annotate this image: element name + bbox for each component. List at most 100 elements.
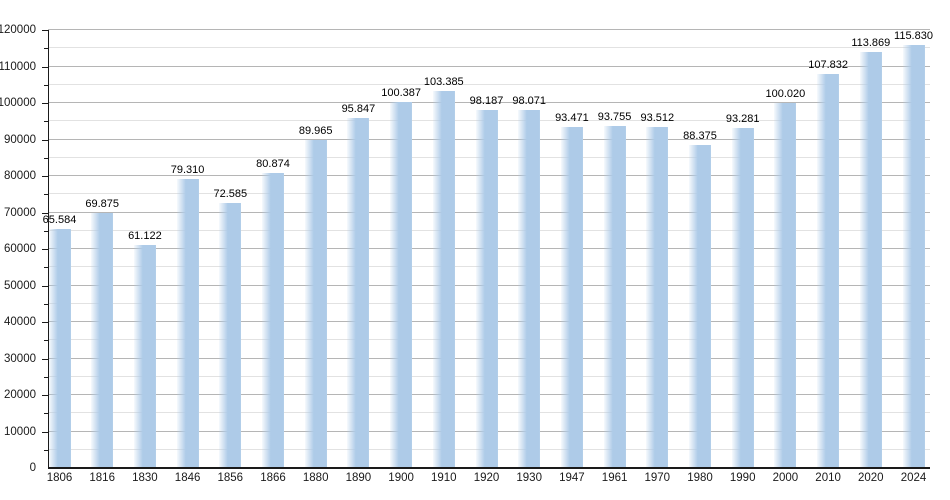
bar xyxy=(347,118,370,468)
x-axis-tick-label: 1866 xyxy=(260,472,286,484)
x-axis-tick-label: 2000 xyxy=(772,472,799,484)
bar-value-label: 100.020 xyxy=(765,87,806,100)
y-tick-major xyxy=(42,322,48,323)
bar xyxy=(475,109,498,468)
x-axis-tick-label: 1961 xyxy=(601,472,628,484)
y-tick-minor xyxy=(44,157,48,159)
bar xyxy=(432,90,455,468)
bar xyxy=(133,244,156,468)
y-gridline-minor xyxy=(48,83,930,85)
x-axis-tick-label: 1880 xyxy=(302,472,329,484)
y-tick-major xyxy=(42,176,48,177)
bar-value-label: 103.385 xyxy=(423,75,464,88)
y-axis-tick-label: 70000 xyxy=(4,206,36,219)
y-tick-major xyxy=(42,285,48,287)
x-axis-tick-label: 1990 xyxy=(729,472,756,484)
bar xyxy=(817,74,840,468)
y-axis-tick-label: 20000 xyxy=(4,389,36,401)
bar xyxy=(646,126,669,468)
y-tick-major xyxy=(42,431,48,433)
bar-value-label: 79.310 xyxy=(170,163,205,176)
bar xyxy=(262,172,284,468)
y-axis-tick-label: 100000 xyxy=(0,97,36,109)
x-axis-line xyxy=(48,467,930,469)
y-tick-minor xyxy=(44,194,48,196)
bar xyxy=(603,125,626,468)
x-axis-tick-label: 1910 xyxy=(431,472,457,484)
bar xyxy=(689,145,711,468)
x-axis-tick-label: 1980 xyxy=(687,472,713,484)
y-tick-minor xyxy=(44,449,48,451)
bar-value-label: 115.830 xyxy=(894,30,933,43)
bar-value-label: 89.965 xyxy=(298,124,333,137)
bar xyxy=(560,126,583,468)
x-axis-tick-label: 1900 xyxy=(388,472,414,484)
bar-value-label: 80.874 xyxy=(256,157,290,170)
y-gridline-minor xyxy=(48,47,930,49)
y-tick-minor xyxy=(44,303,48,305)
x-axis-tick-label: 1856 xyxy=(217,472,244,484)
y-axis-tick-label: 110000 xyxy=(0,60,36,73)
y-gridline-major xyxy=(48,102,930,103)
y-tick-major xyxy=(42,249,48,250)
bar-value-label: 113.869 xyxy=(851,37,891,50)
bar xyxy=(774,102,797,468)
bar-value-label: 107.832 xyxy=(808,59,848,72)
bar xyxy=(859,52,882,468)
y-tick-major xyxy=(42,395,48,396)
bar xyxy=(518,110,541,468)
bar-value-label: 88.375 xyxy=(683,130,717,143)
x-axis-tick-label: 1890 xyxy=(345,472,372,484)
x-axis-tick-label: 1970 xyxy=(644,472,671,484)
plot-area: 65.584 69.875 61.122 79.310 72.585 80.874 89.9… xyxy=(43,29,933,468)
bar-value-label: 61.122 xyxy=(128,229,162,242)
y-axis-tick-label: 30000 xyxy=(4,352,36,365)
y-tick-major xyxy=(42,103,48,104)
y-tick-minor xyxy=(44,376,48,378)
y-tick-major xyxy=(42,30,48,31)
y-tick-minor xyxy=(44,340,48,342)
x-axis-tick-label: 2024 xyxy=(900,472,927,484)
bar xyxy=(91,212,114,468)
y-axis-tick-label: 50000 xyxy=(4,279,36,292)
y-tick-major xyxy=(42,139,48,141)
x-axis-tick-label: 1920 xyxy=(473,472,500,484)
x-axis-tick-label: 1830 xyxy=(132,472,158,484)
x-axis-tick-label: 1947 xyxy=(559,472,585,484)
x-axis-tick-label: 1846 xyxy=(174,472,201,484)
x-axis-tick-label: 2020 xyxy=(858,472,884,484)
x-axis-tick-label: 1816 xyxy=(89,472,115,484)
bar-value-label: 98.187 xyxy=(469,94,504,107)
bar-value-label: 93.471 xyxy=(555,111,589,124)
x-axis-tick-label: 1806 xyxy=(46,472,73,484)
bar-value-label: 93.755 xyxy=(597,110,632,123)
bar xyxy=(731,127,754,468)
bar-value-label: 98.071 xyxy=(512,95,547,108)
bar xyxy=(48,228,71,468)
y-axis-line xyxy=(48,30,49,468)
y-gridline-major xyxy=(48,65,930,67)
x-axis-tick-label: 2010 xyxy=(815,472,841,484)
y-axis-tick-label: 120000 xyxy=(0,24,36,36)
y-tick-major xyxy=(42,358,48,360)
y-tick-minor xyxy=(44,84,48,86)
y-axis-tick-label: 10000 xyxy=(4,425,36,438)
bar xyxy=(390,101,413,468)
y-tick-minor xyxy=(44,121,48,123)
y-tick-major xyxy=(42,66,48,68)
bar-value-label: 93.281 xyxy=(725,112,760,125)
y-tick-minor xyxy=(44,413,48,415)
bar-value-label: 93.512 xyxy=(640,111,675,124)
bar xyxy=(219,203,242,468)
y-tick-minor xyxy=(44,267,48,269)
y-axis-tick-label: 90000 xyxy=(4,133,36,146)
y-axis-tick-label: 80000 xyxy=(4,170,36,182)
bar-value-label: 72.585 xyxy=(213,188,248,201)
y-gridline-major xyxy=(48,29,930,30)
bar-value-label: 95.847 xyxy=(341,103,376,116)
bar xyxy=(176,178,199,468)
bar xyxy=(902,45,925,468)
bar-value-label: 69.875 xyxy=(85,197,120,210)
y-axis-labels: 0 10000 20000 30000 40000 50000 60000 70000 8000… xyxy=(0,24,42,474)
